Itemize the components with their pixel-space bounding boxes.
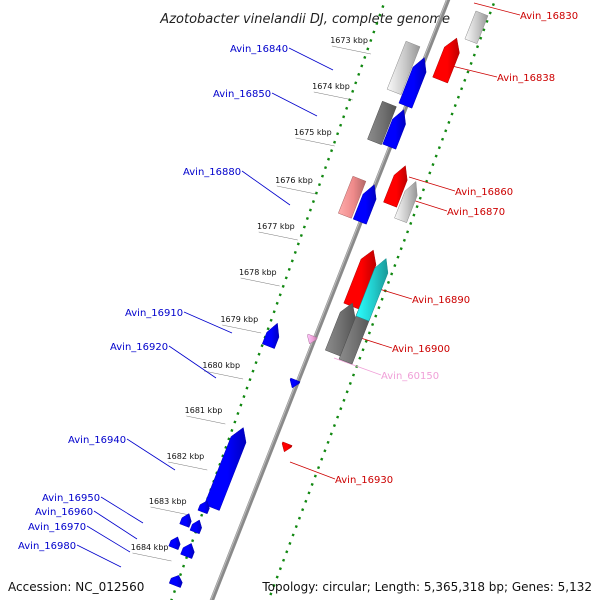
gene-feature: [343, 249, 377, 310]
gene-feature: [355, 258, 389, 322]
leader-line: [333, 357, 382, 376]
gene-label: Avin_16890: [412, 295, 470, 306]
leader-line: [86, 525, 131, 553]
tick-mark: [276, 185, 316, 195]
gene-feature: [307, 333, 318, 345]
kbp-ticks: 1673 kbp 1674 kbp 1675 kbp 1676 kbp 1677 kbp…: [131, 36, 371, 562]
tick-mark: [295, 137, 335, 147]
gene-feature: [352, 184, 377, 225]
tick-label: 1684 kbp: [131, 543, 169, 552]
gene-label: Avin_16950: [42, 493, 100, 504]
gene-label: Avin_16840: [230, 44, 288, 55]
tick-mark: [331, 45, 371, 55]
gene-label: Avin_16850: [213, 89, 271, 100]
tick-mark: [132, 552, 172, 562]
tick-label: 1680 kbp: [202, 361, 240, 370]
outer-dotted-line: [267, 0, 497, 600]
leader-line: [473, 2, 521, 16]
tick-mark: [222, 324, 262, 334]
tick-mark: [204, 370, 244, 380]
dotted-guide-lines: [170, 0, 497, 600]
gene-feature: [180, 543, 195, 559]
tick-label: 1679 kbp: [220, 315, 258, 324]
tick-label: 1677 kbp: [257, 222, 295, 231]
gene-feature: [464, 10, 489, 45]
gene-feature: [281, 441, 293, 453]
gene-label: Avin_16830: [520, 11, 578, 22]
gene-feature: [324, 302, 356, 357]
leader-line: [289, 461, 336, 480]
leader-line: [451, 65, 498, 78]
gene-label: Avin_16930: [335, 475, 393, 486]
leader-line: [126, 438, 176, 471]
gene-label: Avin_16960: [35, 507, 93, 518]
gene-label: Avin_16860: [455, 187, 513, 198]
tick-mark: [313, 91, 353, 101]
tick-mark: [168, 461, 208, 471]
tick-mark: [186, 415, 226, 425]
tick-label: 1675 kbp: [294, 128, 332, 137]
leader-line: [288, 47, 334, 71]
label-leader-lines: [76, 2, 521, 568]
gene-labels: Avin_16830 Avin_16838 Avin_16840 Avin_16850…: [18, 11, 578, 552]
tick-mark: [258, 231, 298, 241]
gene-feature: [367, 100, 397, 146]
gene-feature: [197, 500, 210, 515]
gene-label: Avin_16970: [28, 522, 86, 533]
leader-line: [168, 345, 217, 379]
tick-label: 1681 kbp: [185, 406, 223, 415]
leader-line: [271, 92, 318, 117]
gene-label: Avin_16900: [392, 344, 450, 355]
gene-feature: [386, 40, 421, 96]
gene-feature: [383, 165, 408, 208]
leader-line: [93, 510, 138, 540]
gene-feature: [382, 109, 406, 150]
gene-label: Avin_60150: [381, 371, 439, 382]
tick-label: 1674 kbp: [312, 82, 350, 91]
gene-feature: [398, 57, 427, 109]
gene-label: Avin_16870: [447, 207, 505, 218]
leader-line: [100, 496, 144, 524]
genome-title: Azotobacter vinelandii DJ, complete geno…: [159, 12, 450, 27]
accession-text: Accession: NC_012560: [8, 580, 145, 594]
gene-feature: [189, 519, 202, 535]
tick-label: 1678 kbp: [239, 268, 277, 277]
tick-label: 1673 kbp: [330, 36, 368, 45]
tick-label: 1683 kbp: [149, 497, 187, 506]
gene-label: Avin_16940: [68, 435, 126, 446]
gene-label: Avin_16980: [18, 541, 76, 552]
gene-feature: [204, 427, 247, 511]
gene-feature: [289, 377, 301, 389]
tick-label: 1682 kbp: [167, 452, 205, 461]
gene-feature: [337, 175, 367, 219]
gene-label: Avin_16838: [497, 73, 555, 84]
gene-label: Avin_16920: [110, 342, 168, 353]
leader-line: [408, 176, 456, 192]
leader-line: [241, 170, 291, 206]
gene-feature: [168, 536, 181, 551]
tick-label: 1676 kbp: [275, 176, 313, 185]
gene-features: [168, 10, 489, 588]
gene-feature: [261, 322, 280, 349]
gene-feature: [168, 575, 183, 588]
gene-feature: [432, 37, 460, 84]
gene-label: Avin_16910: [125, 308, 183, 319]
tick-mark: [240, 277, 280, 287]
gene-feature: [394, 180, 418, 224]
tick-mark: [150, 506, 190, 516]
gene-feature: [179, 513, 192, 528]
leader-line: [76, 544, 122, 568]
topology-text: Topology: circular; Length: 5,365,318 bp…: [262, 580, 592, 594]
leader-line: [183, 311, 233, 334]
gene-label: Avin_16880: [183, 167, 241, 178]
